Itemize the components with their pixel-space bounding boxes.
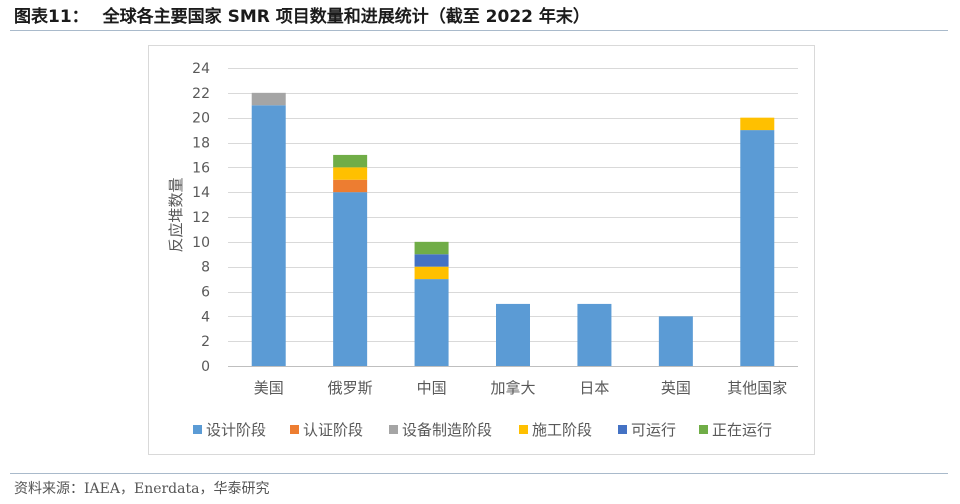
figure-title: 图表11： 全球各主要国家 SMR 项目数量和进展统计（截至 2022 年末）	[14, 6, 590, 28]
y-tick-label: 22	[192, 86, 210, 102]
x-tick-label: 日本	[579, 379, 609, 397]
legend-label: 设备制造阶段	[402, 421, 492, 439]
y-axis-title: 反应堆数量	[167, 177, 185, 252]
x-tick-label: 美国	[254, 379, 284, 397]
bar-segment	[251, 105, 286, 366]
bar-segment	[333, 192, 368, 366]
y-tick-label: 0	[201, 359, 210, 375]
bar-segment	[496, 303, 530, 366]
y-tick-label: 2	[201, 334, 210, 350]
bar-segment	[577, 303, 612, 366]
legend-label: 施工阶段	[532, 421, 592, 439]
gridlines	[228, 68, 798, 367]
legend-label: 可运行	[631, 421, 676, 439]
x-axis-labels: 美国 俄罗斯 中国 加拿大 日本 英国 其他国家	[254, 379, 788, 397]
bar-segment	[740, 130, 775, 366]
bar-segment	[251, 92, 286, 106]
legend-swatch	[389, 425, 398, 434]
x-tick-label: 其他国家	[727, 379, 787, 397]
legend-swatch	[290, 425, 299, 434]
bar-segment	[414, 279, 449, 366]
legend-item: 正在运行	[699, 421, 772, 439]
legend-swatch	[618, 425, 627, 434]
legend-item: 可运行	[618, 421, 676, 439]
legend-swatch	[519, 425, 528, 434]
y-tick-label: 18	[192, 136, 210, 152]
legend-item: 设计阶段	[193, 421, 266, 439]
source-note: 资料来源：IAEA，Enerdata，华泰研究	[14, 481, 270, 497]
y-tick-label: 20	[192, 111, 210, 127]
y-tick-label: 12	[192, 210, 210, 226]
title-divider	[10, 30, 948, 31]
bar-segment	[658, 316, 693, 366]
bar-segment	[333, 154, 368, 168]
y-tick-label: 4	[201, 309, 210, 325]
x-tick-label: 中国	[417, 379, 447, 397]
footer-divider	[10, 473, 948, 474]
legend-item: 施工阶段	[519, 421, 592, 439]
x-tick-label: 英国	[661, 379, 691, 397]
y-tick-label: 24	[192, 61, 210, 77]
bars	[251, 92, 775, 366]
legend-item: 认证阶段	[290, 421, 363, 439]
legend-swatch	[193, 425, 202, 434]
legend-label: 认证阶段	[303, 421, 363, 439]
bar-segment	[414, 266, 449, 280]
bar-segment	[333, 179, 368, 193]
bar-segment	[414, 241, 449, 255]
chart-frame: 0 2 4 6 8 10 12 14 16 18 20 22 24 反应堆数量 美国 俄罗斯 中国 加拿大 日本…	[148, 45, 815, 455]
bar-segment	[414, 254, 449, 267]
legend-item: 设备制造阶段	[389, 421, 492, 439]
legend-swatch	[699, 425, 708, 434]
bar-segment	[740, 117, 775, 131]
chart-title: 全球各主要国家 SMR 项目数量和进展统计（截至 2022 年末）	[102, 7, 590, 27]
y-tick-label: 16	[192, 160, 210, 176]
legend-label: 正在运行	[712, 421, 772, 439]
y-tick-label: 10	[192, 235, 210, 251]
legend-label: 设计阶段	[206, 421, 266, 439]
legend: 设计阶段 认证阶段 设备制造阶段 施工阶段 可运行 正在运行	[193, 421, 772, 439]
y-tick-label: 14	[192, 185, 210, 201]
x-tick-label: 俄罗斯	[328, 379, 373, 397]
figure-number: 图表11：	[14, 7, 89, 27]
bar-segment	[333, 167, 368, 180]
y-tick-label: 6	[201, 285, 210, 301]
y-tick-label: 8	[201, 260, 210, 276]
x-tick-label: 加拿大	[490, 379, 535, 397]
